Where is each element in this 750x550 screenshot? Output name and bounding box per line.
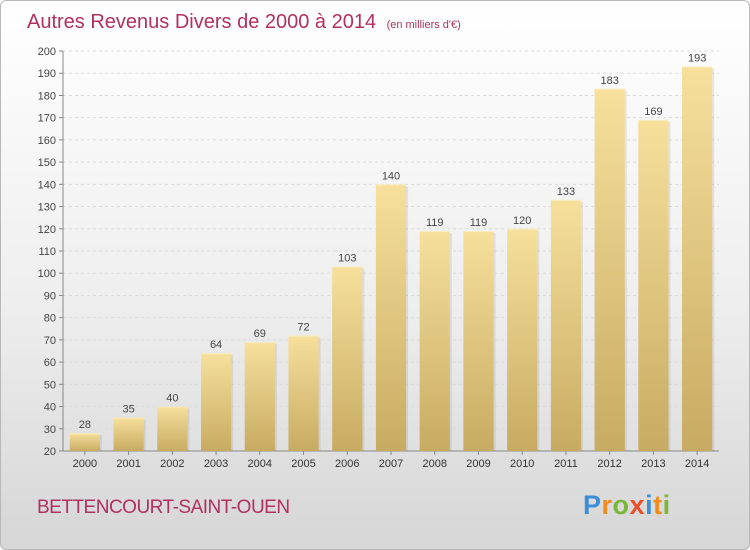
data-label: 140 [382,170,400,182]
bar [419,231,450,451]
data-label: 119 [470,217,488,229]
data-label: 69 [254,328,266,340]
x-tick-label: 2003 [204,458,228,470]
x-tick-label: 2005 [291,458,315,470]
bar [550,199,582,451]
x-tick-label: 2011 [554,458,578,470]
x-tick-label: 2000 [73,458,97,470]
logo-letter: i [662,490,671,520]
data-label: 35 [122,404,134,416]
bar [288,335,319,451]
y-tick-label: 200 [38,46,56,58]
y-tick-label: 140 [38,179,56,191]
logo-letter: t [653,490,663,520]
x-tick-label: 2004 [248,458,272,470]
x-tick-label: 2001 [116,458,140,470]
data-label: 183 [600,75,618,87]
bar [463,231,494,451]
y-tick-label: 80 [44,313,56,325]
data-label: 28 [79,419,91,431]
logo-letter: x [629,490,646,520]
data-label: 103 [338,253,356,265]
bar [375,184,407,452]
data-label: 72 [297,321,309,333]
y-tick-label: 180 [38,90,56,102]
x-tick-label: 2010 [510,458,534,470]
y-tick-label: 70 [44,335,56,347]
data-label: 133 [557,186,575,198]
x-tick-label: 2009 [466,458,490,470]
bar [69,433,100,451]
bar [638,119,669,451]
proxiti-logo: Proxiti [583,490,671,521]
y-tick-label: 20 [44,446,56,458]
logo-letter: P [583,490,602,520]
x-tick-label: 2002 [160,458,184,470]
y-tick-label: 130 [38,202,56,214]
bar [507,228,538,451]
y-tick-label: 90 [44,290,56,302]
y-tick-label: 50 [44,379,56,391]
y-tick-label: 150 [38,157,56,169]
x-tick-label: 2007 [379,458,403,470]
y-tick-label: 190 [38,68,56,80]
data-label: 119 [426,217,444,229]
bar [157,406,188,451]
y-tick-label: 60 [44,357,56,369]
y-tick-label: 170 [38,113,56,125]
y-tick-label: 160 [38,135,56,147]
y-tick-label: 30 [44,424,56,436]
bar [682,66,713,452]
data-label: 64 [210,339,222,351]
data-label: 40 [166,393,178,405]
bar [113,417,144,451]
bar [244,342,275,451]
y-tick-label: 40 [44,402,56,414]
data-labels: 28 35 40 64 69 72 103 140 119 119 120 133 183 169 193 [79,53,707,432]
logo-letter: o [612,490,630,520]
data-label: 169 [644,106,662,118]
bars [69,66,715,452]
bar [332,266,363,451]
x-tick-label: 2006 [335,458,359,470]
data-label: 120 [513,215,531,227]
bar [594,88,625,452]
x-tick-label: 2014 [685,458,709,470]
data-label: 193 [688,53,706,65]
y-tick-label: 100 [38,268,56,280]
y-tick-label: 110 [38,246,56,258]
y-tick-label: 120 [38,224,56,236]
chart-subtitle: (en milliers d'€) [386,19,461,31]
logo-letter: i [645,490,654,520]
commune-name: BETTENCOURT-SAINT-OUEN [37,497,290,518]
bar [200,353,232,451]
logo-letter: r [601,490,613,520]
x-tick-label: 2008 [422,458,446,470]
x-tick-label: 2012 [597,458,621,470]
chart-title: Autres Revenus Divers de 2000 à 2014 [27,11,377,33]
title-row: Autres Revenus Divers de 2000 à 2014 (en… [27,11,461,34]
x-tick-label: 2013 [641,458,665,470]
